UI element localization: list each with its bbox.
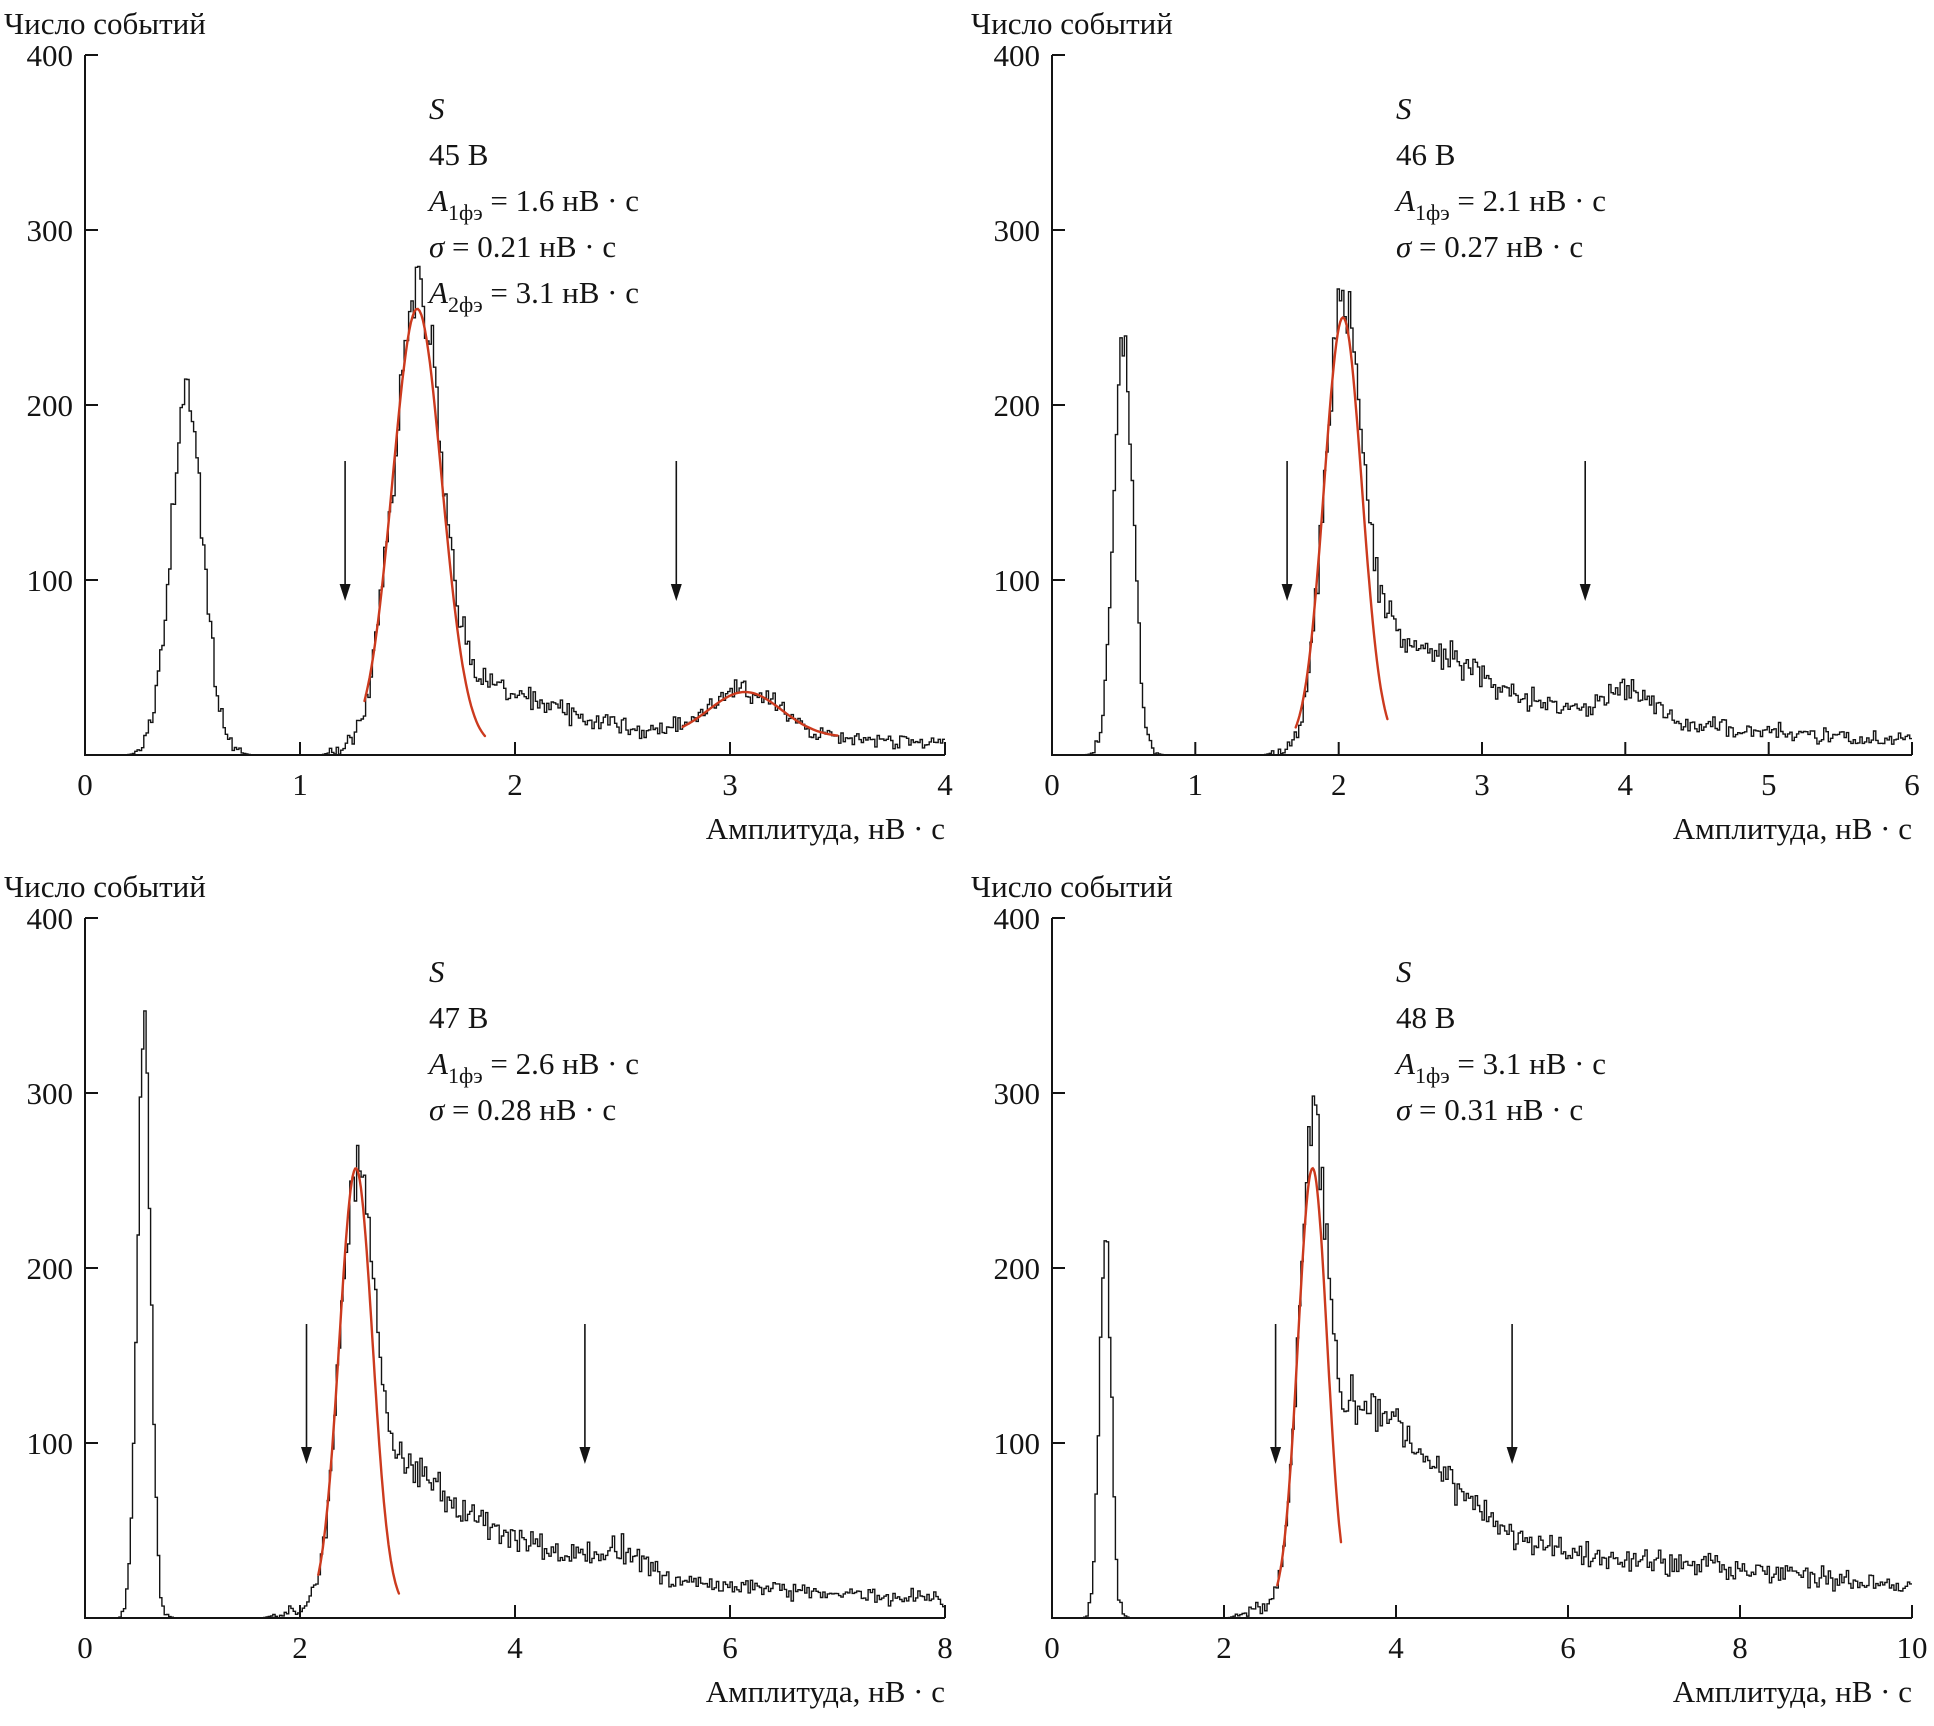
chart-svg: 100 200 300 400 0 2 4 6 8 Число событий Амплитуда,… bbox=[4, 869, 953, 1709]
y-axis-title: Число событий bbox=[971, 869, 1173, 904]
x-tick-label: 2 bbox=[1331, 767, 1347, 802]
x-tick-label: 10 bbox=[1897, 1630, 1928, 1665]
y-tick-label: 200 bbox=[27, 388, 74, 423]
annotation-line: σ = 0.21 нВ · с bbox=[429, 229, 616, 264]
y-tick-label: 100 bbox=[27, 1426, 74, 1461]
annotation-line: A2фэ = 3.1 нВ · с bbox=[427, 275, 639, 317]
threshold-arrow-head bbox=[339, 584, 351, 601]
chart-svg: 100 200 300 400 0 1 2 3 4 Число событий Амплитуда,… bbox=[4, 6, 953, 846]
threshold-arrow-head bbox=[301, 1447, 312, 1464]
x-tick-label: 3 bbox=[1474, 767, 1490, 802]
x-tick-label: 0 bbox=[77, 1630, 93, 1665]
x-tick-label: 2 bbox=[507, 767, 523, 802]
x-tick-label: 1 bbox=[1188, 767, 1204, 802]
x-tick-label: 4 bbox=[1618, 767, 1634, 802]
axes bbox=[84, 918, 945, 1619]
x-axis-title: Амплитуда, нВ · с bbox=[1673, 811, 1912, 846]
histogram-path bbox=[85, 265, 945, 756]
x-tick-label: 6 bbox=[722, 1630, 738, 1665]
chart-svg: 100 200 300 400 0 1 2 3 4 5 6 Число событий Амплитуд… bbox=[971, 6, 1920, 846]
y-tick-label: 200 bbox=[27, 1251, 74, 1286]
x-tick-label: 0 bbox=[77, 767, 93, 802]
y-tick-label: 300 bbox=[27, 1076, 74, 1111]
annotation-line: S bbox=[1396, 91, 1412, 126]
histogram-path bbox=[1052, 288, 1912, 756]
threshold-arrow-head bbox=[1270, 1447, 1282, 1464]
y-tick-label: 100 bbox=[994, 1426, 1041, 1461]
y-tick-label: 200 bbox=[994, 1251, 1041, 1286]
x-tick-label: 6 bbox=[1904, 767, 1920, 802]
fit-curve bbox=[1276, 1166, 1343, 1587]
x-tick-label: 6 bbox=[1560, 1630, 1576, 1665]
y-tick-label: 300 bbox=[994, 213, 1041, 248]
threshold-arrow-head bbox=[670, 584, 682, 601]
x-tick-label: 4 bbox=[937, 767, 953, 802]
panel-48v: 100 200 300 400 0 2 4 6 8 10 Число событий Амплитуд… bbox=[967, 863, 1934, 1726]
panel-45v: 100 200 300 400 0 1 2 3 4 Число событий Амплитуда,… bbox=[0, 0, 967, 863]
y-axis-title: Число событий bbox=[4, 869, 206, 904]
annotation-line: 48 В bbox=[1396, 1000, 1455, 1035]
annotation-line: A1фэ = 3.1 нВ · с bbox=[1394, 1046, 1606, 1088]
histogram-path bbox=[85, 1010, 945, 1619]
chart-svg: 100 200 300 400 0 2 4 6 8 10 Число событий Амплитуд… bbox=[971, 869, 1928, 1709]
panel-47v: 100 200 300 400 0 2 4 6 8 Число событий Амплитуда,… bbox=[0, 863, 967, 1726]
threshold-arrow-head bbox=[1281, 584, 1293, 601]
annotation-line: A1фэ = 2.6 нВ · с bbox=[427, 1046, 639, 1088]
x-tick-label: 4 bbox=[1388, 1630, 1404, 1665]
annotation-line: σ = 0.31 нВ · с bbox=[1396, 1092, 1583, 1127]
x-tick-label: 8 bbox=[937, 1630, 953, 1665]
threshold-arrow-head bbox=[1506, 1447, 1518, 1464]
y-tick-label: 400 bbox=[27, 38, 74, 73]
fit-curve bbox=[317, 1167, 401, 1595]
threshold-arrow-head bbox=[1579, 584, 1591, 601]
annotation-line: A1фэ = 2.1 нВ · с bbox=[1394, 183, 1606, 225]
x-tick-label: 2 bbox=[1216, 1630, 1232, 1665]
annotation-line: S bbox=[429, 91, 445, 126]
annotation-line: A1фэ = 1.6 нВ · с bbox=[427, 183, 639, 225]
panel-46v: 100 200 300 400 0 1 2 3 4 5 6 Число событий Амплитуд… bbox=[967, 0, 1934, 863]
annotation-line: 47 В bbox=[429, 1000, 488, 1035]
y-tick-label: 100 bbox=[27, 563, 74, 598]
y-axis-title: Число событий bbox=[4, 6, 206, 41]
fit-curve bbox=[1294, 316, 1389, 729]
y-tick-label: 300 bbox=[994, 1076, 1041, 1111]
y-tick-label: 300 bbox=[27, 213, 74, 248]
x-axis-title: Амплитуда, нВ · с bbox=[706, 1674, 945, 1709]
y-tick-label: 200 bbox=[994, 388, 1041, 423]
y-tick-label: 100 bbox=[994, 563, 1041, 598]
x-tick-label: 0 bbox=[1044, 1630, 1060, 1665]
fit-curve bbox=[363, 307, 487, 738]
x-tick-label: 4 bbox=[507, 1630, 523, 1665]
y-axis-title: Число событий bbox=[971, 6, 1173, 41]
x-axis-title: Амплитуда, нВ · с bbox=[706, 811, 945, 846]
y-tick-label: 400 bbox=[27, 901, 74, 936]
x-tick-label: 1 bbox=[292, 767, 308, 802]
y-tick-label: 400 bbox=[994, 901, 1041, 936]
axes bbox=[1051, 55, 1912, 756]
annotation-line: 45 В bbox=[429, 137, 488, 172]
x-tick-label: 3 bbox=[722, 767, 738, 802]
fit-curve bbox=[681, 690, 839, 737]
annotation-line: 46 В bbox=[1396, 137, 1455, 172]
threshold-arrow-head bbox=[579, 1447, 591, 1464]
annotation-line: S bbox=[1396, 954, 1412, 989]
x-tick-label: 5 bbox=[1761, 767, 1777, 802]
x-tick-label: 2 bbox=[292, 1630, 308, 1665]
x-axis-title: Амплитуда, нВ · с bbox=[1673, 1674, 1912, 1709]
histogram-path bbox=[1052, 1095, 1912, 1619]
annotation-line: σ = 0.28 нВ · с bbox=[429, 1092, 616, 1127]
annotation-line: σ = 0.27 нВ · с bbox=[1396, 229, 1583, 264]
y-tick-label: 400 bbox=[994, 38, 1041, 73]
annotation-line: S bbox=[429, 954, 445, 989]
x-tick-label: 8 bbox=[1732, 1630, 1748, 1665]
x-tick-label: 0 bbox=[1044, 767, 1060, 802]
